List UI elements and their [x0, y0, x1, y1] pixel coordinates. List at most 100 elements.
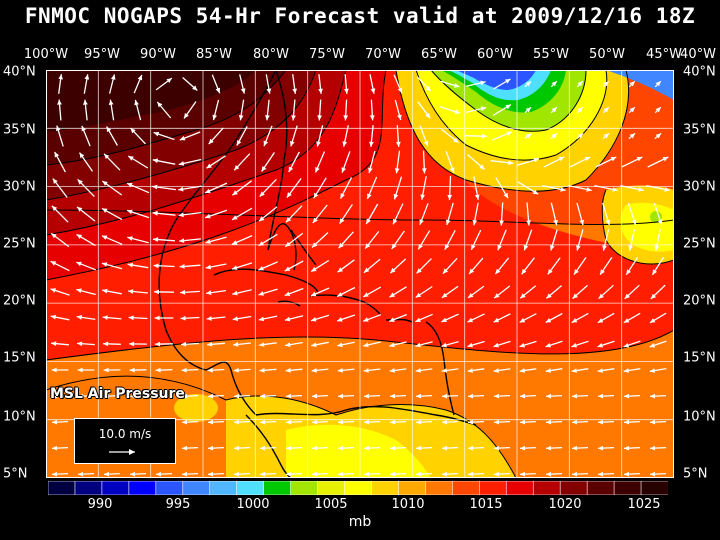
wind-vector-head: [130, 128, 136, 134]
wind-vector-head: [550, 245, 555, 251]
wind-vector-head: [155, 367, 161, 373]
colorbar-tick-label: 1005: [314, 497, 348, 512]
wind-vector-head: [182, 445, 188, 451]
wind-vector-head: [363, 368, 369, 373]
wind-vector-head: [526, 220, 531, 226]
wind-vector-head: [110, 74, 116, 80]
colorbar-segment: [640, 481, 668, 495]
wind-vector-head: [206, 316, 212, 321]
wind-vector-head: [649, 318, 656, 323]
wind-vector-head: [103, 341, 109, 347]
wind-vector-head: [337, 267, 343, 273]
wind-vector-head: [153, 131, 160, 137]
wind-vector-head: [598, 471, 604, 477]
wind-vector-head: [598, 445, 604, 451]
wind-vector-head: [178, 212, 184, 218]
wind-vector-head: [454, 109, 460, 114]
wind-vector-head: [152, 158, 159, 164]
colorbar-segment: [48, 481, 76, 495]
lat-label: 20°N: [683, 293, 716, 309]
wind-vector-head: [102, 208, 108, 213]
wind-vector-head: [602, 245, 607, 251]
wind-vector-head: [415, 342, 421, 348]
wind-vector-head: [416, 393, 422, 399]
wind-vector-head: [154, 289, 160, 295]
wind-vector-head: [180, 289, 186, 295]
wind-vector-head: [156, 393, 162, 399]
pressure-field-corner: [606, 70, 674, 100]
wind-vector-head: [453, 137, 459, 143]
wind-vector-head: [260, 393, 266, 399]
colorbar-segment: [155, 481, 184, 495]
wind-vector-head: [311, 317, 317, 322]
wind-vector-head: [624, 419, 630, 425]
wind-vector-head: [626, 269, 631, 275]
wind-vector-head: [184, 113, 189, 119]
wind-vector-head: [312, 217, 318, 223]
pressure-field-local-low: [174, 394, 218, 422]
wind-vector-head: [523, 244, 529, 251]
colorbar-tick-label: 995: [165, 497, 191, 512]
colorbar-units: mb: [348, 514, 372, 530]
wind-vector-head: [153, 237, 159, 242]
colorbar-segment: [344, 481, 373, 495]
wind-vector-head: [654, 245, 660, 251]
wind-vector-head: [102, 315, 108, 320]
wind-vector-head: [629, 133, 636, 139]
wind-vector-head: [481, 133, 487, 139]
wind-vector-head: [454, 83, 460, 88]
wind-vector-head: [397, 114, 402, 120]
wind-vector-head: [586, 187, 592, 192]
wind-vector-head: [291, 115, 296, 121]
wind-vector-head: [179, 264, 185, 269]
wind-vector-head: [286, 192, 292, 198]
wind-vector-head: [577, 81, 583, 87]
wind-vector-head: [266, 88, 272, 94]
wind-vector-head: [390, 267, 396, 274]
wind-vector-head: [181, 341, 187, 347]
wind-vector-head: [206, 163, 212, 169]
wind-vector-head: [339, 218, 345, 224]
wind-vector-head: [558, 156, 565, 162]
wind-vector-head: [629, 81, 635, 87]
wind-vector-head: [364, 445, 370, 451]
colorbar-segment: [452, 481, 480, 495]
wind-vector-head: [104, 471, 110, 477]
wind-vector-head: [312, 242, 318, 248]
wind-vector-head: [258, 266, 264, 271]
wind-vector-head: [316, 141, 321, 147]
wind-vector-head: [232, 265, 238, 270]
wind-vector-head: [650, 445, 656, 451]
wind-vector-head: [205, 239, 211, 244]
wind-vector-head: [52, 393, 58, 399]
wind-vector-head: [166, 78, 172, 83]
wind-vector-head: [232, 316, 238, 322]
wind-vector-head: [127, 236, 133, 241]
wind-vector-head: [650, 471, 656, 477]
wind-vector-head: [157, 102, 163, 108]
wind-vector-head: [76, 261, 82, 267]
colorbar-segment: [371, 481, 400, 495]
wind-vector-head: [525, 133, 532, 139]
wind-vector-head: [292, 88, 297, 94]
pressure-map: [46, 70, 674, 478]
wind-vector-head: [390, 419, 396, 425]
wind-vector-head: [396, 141, 401, 147]
wind-vector-head: [368, 167, 373, 174]
wind-vector-head: [258, 316, 265, 322]
wind-vector-head: [363, 292, 369, 297]
wind-vector-head: [284, 316, 291, 322]
wind-vector-head: [76, 315, 82, 320]
colorbar-segment: [613, 481, 642, 495]
lat-label: 15°N: [3, 350, 36, 366]
wind-vector-head: [545, 342, 551, 348]
reference-vector-label: 10.0 m/s: [98, 427, 152, 441]
wind-vector-head: [367, 193, 372, 199]
wind-vector-head: [52, 445, 58, 451]
wind-vector-head: [624, 293, 630, 299]
lat-lon-grid: [46, 70, 674, 478]
wind-vector-head: [103, 367, 109, 373]
wind-vector-head: [180, 315, 186, 321]
wind-vector-head: [84, 74, 90, 80]
wind-vector-head: [551, 133, 558, 139]
